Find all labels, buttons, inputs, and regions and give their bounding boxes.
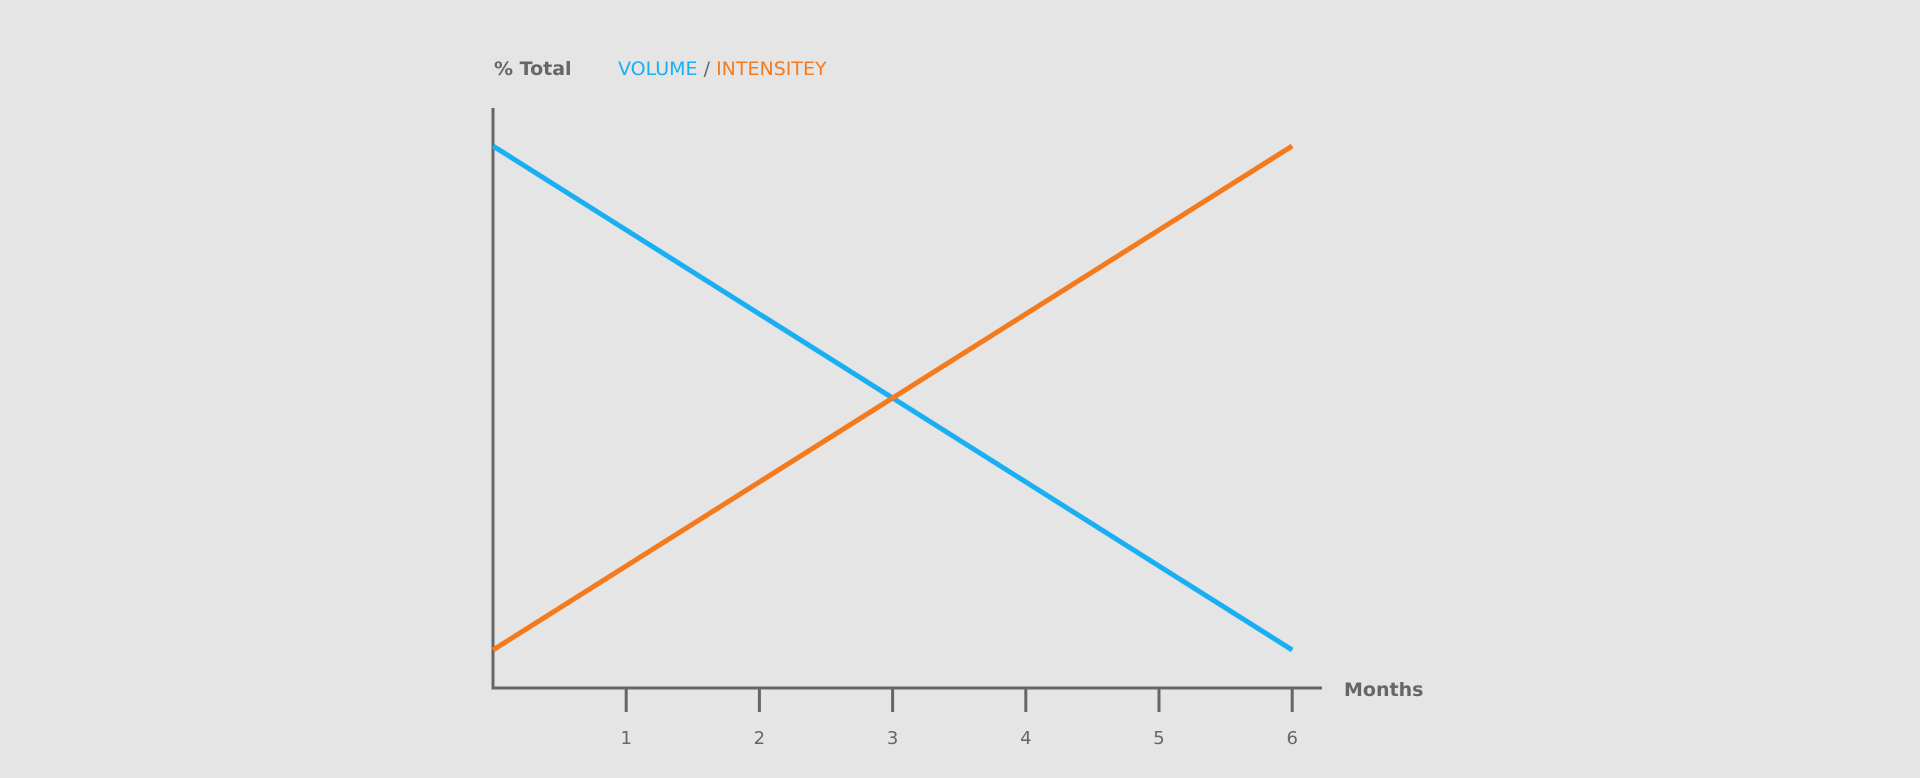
x-axis-label: Months <box>1344 679 1423 701</box>
y-axis-label: % Total <box>494 58 572 80</box>
legend-item-intensitey: INTENSITEY <box>716 58 827 80</box>
legend-item-volume: VOLUME <box>618 58 698 80</box>
x-tick-label: 5 <box>1153 728 1164 749</box>
x-tick-label: 3 <box>887 728 898 749</box>
legend-separator: / <box>704 58 716 80</box>
series-lines <box>491 143 1294 653</box>
x-tick-label: 1 <box>620 728 631 749</box>
x-tick-label: 6 <box>1286 728 1297 749</box>
x-axis-ticks: 1 2 3 4 5 6 <box>620 688 1298 749</box>
x-tick-label: 4 <box>1020 728 1031 749</box>
series-line-intensitey <box>491 143 1294 653</box>
x-tick-label: 2 <box>754 728 765 749</box>
legend: VOLUME / INTENSITEY <box>618 58 827 80</box>
